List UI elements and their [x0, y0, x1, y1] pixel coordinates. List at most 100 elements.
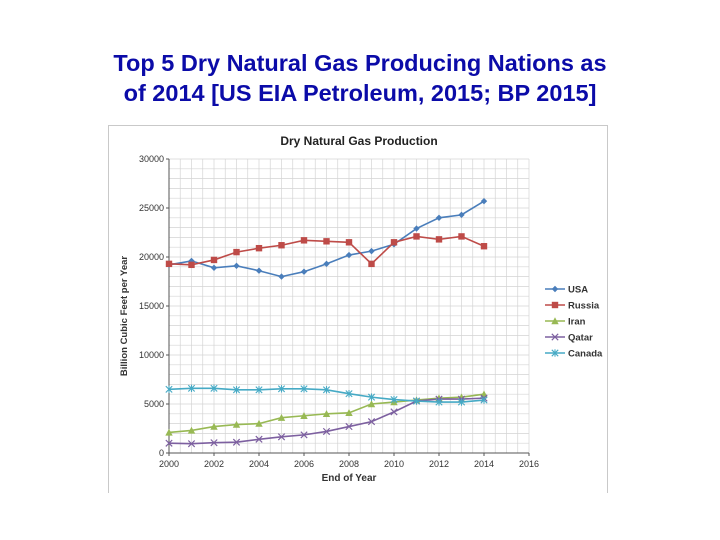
data-point-russia [480, 243, 488, 250]
data-point-iran [210, 422, 218, 430]
slide-title-line-2: of 2014 [US EIA Petroleum, 2015; BP 2015… [123, 80, 597, 106]
x-axis-label: End of Year [322, 473, 377, 484]
data-point-iran [187, 426, 196, 434]
marker-stroke [367, 418, 376, 426]
data-point-qatar [187, 440, 196, 448]
x-tick-label: 2012 [429, 459, 449, 469]
y-tick-label: 0 [159, 448, 164, 458]
chart-frame: Dry Natural Gas Production 0 5000 10000 150… [108, 125, 608, 493]
data-point-usa [345, 251, 353, 259]
data-point-russia [345, 239, 353, 246]
data-point-canada [435, 398, 443, 406]
legend-label-qatar: Qatar [568, 333, 593, 344]
chart-title: Dry Natural Gas Production [280, 134, 437, 148]
x-tick-label: 2006 [294, 459, 314, 469]
legend-swatch-marker [551, 317, 559, 325]
data-point-iran [165, 428, 173, 436]
data-point-russia [300, 237, 308, 244]
data-point-canada [277, 385, 286, 393]
data-point-canada [345, 390, 353, 398]
data-point-canada [187, 384, 196, 393]
data-point-russia [413, 233, 420, 240]
data-point-canada [255, 386, 263, 394]
y-tick-label: 25000 [139, 203, 164, 213]
marker-stroke [390, 408, 398, 416]
data-point-iran [277, 414, 286, 421]
marker-stroke [551, 333, 559, 341]
data-point-iran [345, 409, 353, 417]
data-point-iran [300, 412, 308, 419]
data-point-usa [368, 247, 375, 255]
legend-label-russia: Russia [568, 301, 600, 312]
x-tick-label: 2016 [519, 459, 539, 469]
legend: USA Russia Iran Qatar Canada [545, 285, 603, 360]
axis-layer: 0 5000 10000 15000 20000 25000 30000 2000 2002 20… [139, 154, 539, 469]
slide-title: Top 5 Dry Natural Gas Producing Nations … [20, 48, 700, 108]
data-point-canada [480, 396, 488, 404]
data-point-russia [233, 248, 240, 256]
data-point-russia [165, 260, 173, 268]
x-tick-label: 2004 [249, 459, 269, 469]
y-tick-label: 20000 [139, 252, 164, 262]
data-point-qatar [300, 431, 308, 439]
marker-stroke [345, 422, 353, 431]
data-point-russia [435, 236, 443, 243]
data-point-qatar [367, 418, 376, 426]
data-point-usa [255, 267, 263, 274]
legend-item-usa: USA [545, 285, 588, 296]
legend-swatch-marker [551, 285, 559, 293]
data-point-iran [255, 419, 263, 427]
data-point-qatar [255, 435, 263, 443]
data-point-qatar [345, 422, 353, 431]
data-point-qatar [322, 427, 331, 436]
data-point-russia [188, 261, 195, 269]
data-point-iran [232, 420, 241, 428]
legend-label-canada: Canada [568, 349, 603, 360]
grid-layer [168, 158, 530, 454]
y-tick-label: 5000 [144, 399, 164, 409]
x-tick-label: 2000 [159, 459, 179, 469]
data-point-iran [322, 410, 331, 417]
marker-stroke [232, 438, 241, 446]
data-point-qatar [232, 438, 241, 446]
data-point-usa [435, 214, 443, 221]
y-tick-label: 15000 [139, 301, 164, 311]
y-axis-label: Billion Cubic Feet per Year [119, 256, 130, 376]
data-point-canada [457, 398, 466, 406]
data-point-usa [233, 262, 240, 270]
series-canada [165, 384, 488, 406]
data-point-usa [210, 264, 218, 271]
data-point-usa [413, 225, 420, 232]
data-point-russia [210, 256, 218, 264]
x-tick-label: 2008 [339, 459, 359, 469]
legend-swatch-marker [551, 349, 559, 357]
data-point-usa [480, 197, 488, 205]
x-tick-label: 2010 [384, 459, 404, 469]
data-point-qatar [210, 439, 218, 447]
data-point-usa [323, 260, 330, 268]
series-russia [165, 233, 488, 269]
data-point-qatar [277, 433, 286, 441]
marker-stroke [300, 431, 308, 439]
y-tick-label: 30000 [139, 154, 164, 164]
data-point-qatar [390, 408, 398, 416]
series-qatar [165, 394, 488, 448]
data-point-canada [165, 385, 173, 393]
data-point-russia [368, 260, 375, 268]
legend-swatch-marker [551, 333, 559, 341]
marker-stroke [322, 427, 331, 436]
data-point-canada [412, 397, 421, 405]
series-layer [165, 197, 488, 448]
data-point-usa [278, 273, 285, 280]
data-point-russia [323, 238, 330, 245]
marker-stroke [187, 440, 196, 448]
natural-gas-chart: Dry Natural Gas Production 0 5000 10000 150… [119, 134, 603, 484]
slide-title-line-1: Top 5 Dry Natural Gas Producing Nations … [113, 50, 607, 76]
legend-label-iran: Iran [568, 317, 586, 328]
legend-swatch-marker [551, 301, 559, 309]
data-point-usa [458, 211, 465, 219]
data-point-russia [255, 244, 263, 252]
x-tick-label: 2014 [474, 459, 494, 469]
data-point-canada [232, 386, 241, 394]
data-point-russia [458, 233, 465, 240]
